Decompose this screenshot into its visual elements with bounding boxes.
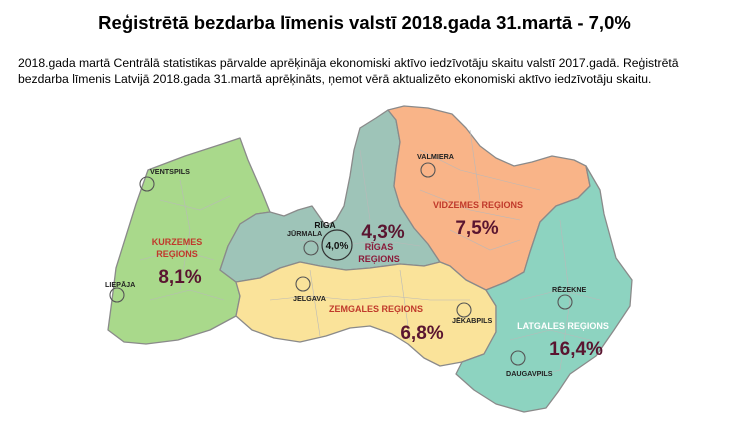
- jekabpils-dot[interactable]: [456, 302, 472, 318]
- kurzeme-name-line2: REĢIONS: [156, 249, 198, 259]
- region-zemgale[interactable]: [235, 261, 497, 367]
- rezekne-label: RĒZEKNE: [552, 285, 587, 294]
- riga-name-line2: REĢIONS: [358, 254, 400, 264]
- zemgale-name: ZEMGALES REĢIONS: [329, 304, 423, 314]
- liepaja-dot[interactable]: [109, 287, 125, 303]
- latgale-name: LATGALES REĢIONS: [517, 321, 609, 331]
- jelgava-dot[interactable]: [295, 276, 311, 292]
- kurzeme-value: 8,1%: [158, 267, 201, 288]
- latgale-value: 16,4%: [549, 339, 603, 360]
- rezekne-dot[interactable]: [557, 294, 573, 310]
- valmiera-label: VALMIERA: [417, 152, 454, 161]
- jekabpils-label: JĒKABPILS: [452, 316, 493, 325]
- riga-city-value: 4,0%: [326, 241, 349, 252]
- ventspils-label: VENTSPILS: [150, 167, 190, 176]
- riga-city-circle[interactable]: [321, 229, 353, 261]
- riga-city-label: RĪGA: [314, 220, 335, 230]
- vidzeme-name: VIDZEMES REĢIONS: [433, 200, 523, 210]
- kurzeme-name-line1: KURZEMES: [152, 237, 203, 247]
- daugavpils-label: DAUGAVPILS: [506, 369, 553, 378]
- vidzeme-value: 7,5%: [455, 218, 498, 239]
- zemgale-value: 6,8%: [400, 323, 443, 344]
- valmiera-dot[interactable]: [420, 162, 436, 178]
- riga-name-line1: RĪGAS: [365, 242, 394, 252]
- region-latgale[interactable]: [455, 165, 633, 413]
- ventspils-dot[interactable]: [139, 176, 155, 192]
- riga-region-value: 4,3%: [361, 222, 404, 243]
- intro-text: 2018.gada martā Centrālā statistikas pār…: [18, 56, 679, 86]
- liepaja-label: LIEPĀJA: [105, 280, 135, 289]
- jurmala-label: JŪRMALA: [287, 229, 322, 238]
- jelgava-label: JELGAVA: [293, 294, 326, 303]
- jurmala-dot[interactable]: [303, 240, 319, 256]
- daugavpils-dot[interactable]: [510, 350, 526, 366]
- page-title: Reģistrētā bezdarba līmenis valstī 2018.…: [98, 12, 631, 33]
